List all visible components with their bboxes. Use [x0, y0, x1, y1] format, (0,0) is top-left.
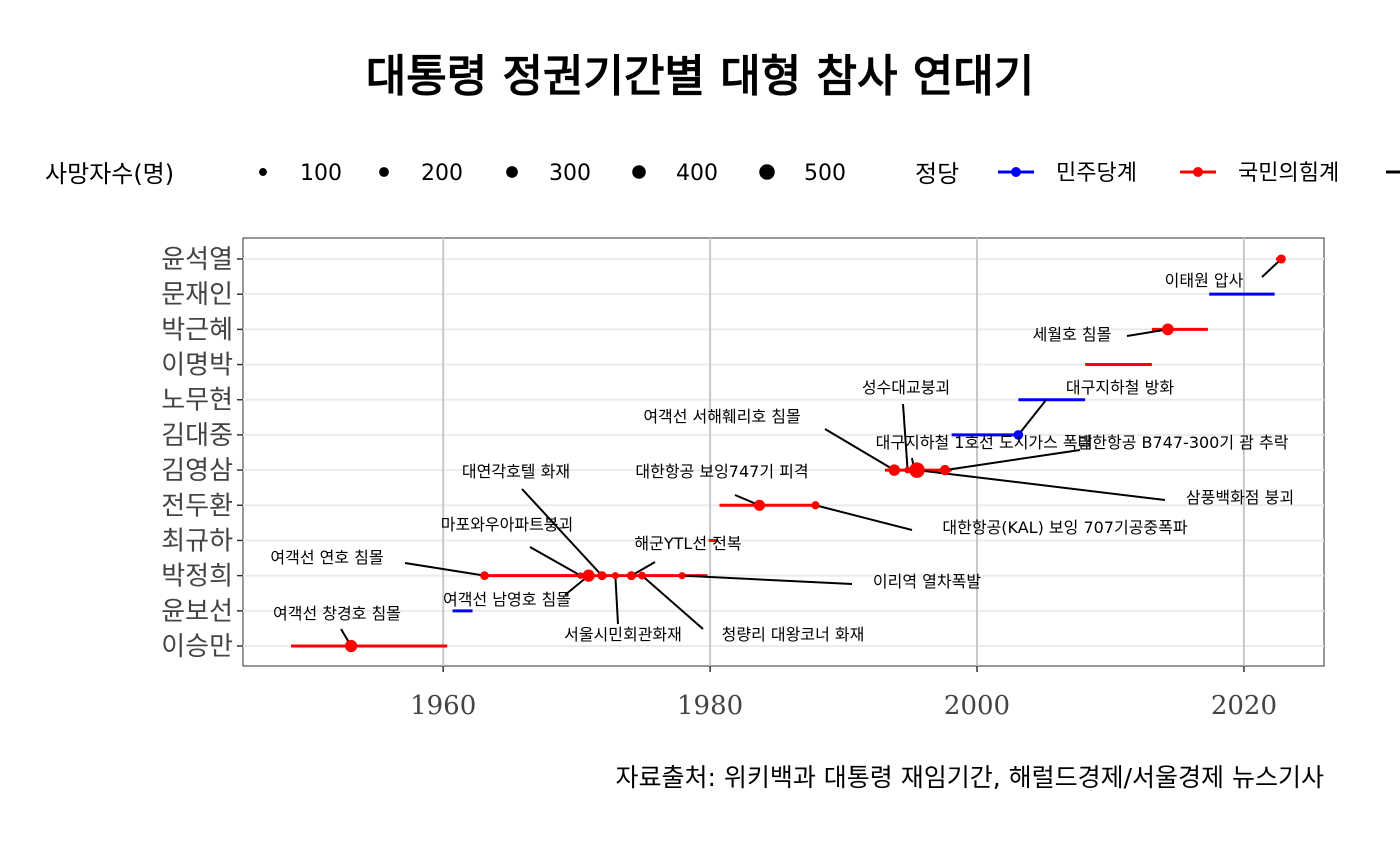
disaster-point — [811, 501, 820, 510]
legend-size-label: 500 — [804, 161, 846, 186]
disaster-point — [909, 462, 925, 478]
disaster-label: 대구지하철 방화 — [1066, 378, 1174, 397]
legend-party-dot — [1193, 167, 1203, 177]
disaster-point — [1013, 430, 1024, 440]
disaster-point — [904, 466, 911, 474]
disaster-label: 청량리 대왕코너 화재 — [722, 625, 865, 644]
disaster-point — [626, 571, 636, 581]
disaster-label: 성수대교붕괴 — [862, 378, 950, 397]
label-connector — [682, 574, 853, 585]
disaster-point — [939, 464, 951, 476]
plot-area: 이승만 윤보선 박정희 최규하 전두환 김영삼 김대중 노무현 이명박 박근혜 문재인 윤석열 1960… — [161, 237, 1325, 721]
disaster-label: 대한항공 보잉747기 피격 — [635, 462, 808, 481]
legend: 사망자수(명) 100 200 300 400 500 정당 민주당계 국민의힘계 — [45, 160, 1400, 188]
label-connector — [521, 488, 603, 577]
x-tick-label: 1980 — [677, 691, 743, 721]
label-connector — [630, 561, 656, 577]
disaster-point — [582, 569, 595, 582]
legend-party-dot — [1011, 167, 1021, 177]
disaster-label: 대한항공 B747-300기 괌 추락 — [1078, 433, 1289, 452]
disaster-point — [1161, 323, 1174, 336]
disaster-label: 대연각호텔 화재 — [462, 462, 570, 481]
label-connector — [944, 449, 1081, 472]
y-tick-label: 김영삼 — [161, 456, 233, 486]
disaster-point — [1276, 254, 1286, 264]
disaster-label: 마포와우아파트붕괴 — [441, 515, 573, 534]
y-tick-label: 문재인 — [161, 280, 233, 310]
label-connector — [815, 504, 913, 531]
label-connector — [902, 403, 909, 471]
y-tick-label: 노무현 — [161, 386, 233, 416]
disaster-point — [678, 572, 686, 580]
legend-size-label: 200 — [421, 161, 463, 186]
y-tick-label: 박정희 — [161, 562, 233, 592]
legend-size-key — [759, 164, 775, 180]
chart-title: 대통령 정권기간별 대형 참사 연대기 — [365, 51, 1035, 102]
disaster-point — [344, 639, 358, 653]
label-connector — [916, 469, 1166, 501]
x-tick-label: 2020 — [1211, 691, 1277, 721]
disaster-point — [480, 571, 489, 580]
disaster-label: 세월호 침몰 — [1033, 325, 1112, 344]
disaster-label: 여객선 연호 침몰 — [270, 548, 383, 567]
label-connector — [529, 546, 582, 577]
y-tick-label: 최규하 — [161, 526, 233, 556]
disaster-point — [597, 571, 607, 581]
legend-party-label: 국민의힘계 — [1238, 161, 1339, 186]
label-connector — [1126, 328, 1169, 337]
label-connector — [614, 575, 619, 625]
legend-party-title: 정당 — [915, 160, 959, 188]
y-tick-label: 김대중 — [161, 421, 233, 451]
legend-size-label: 100 — [300, 161, 342, 186]
plot-panel — [242, 237, 1325, 667]
label-connector — [641, 574, 704, 630]
legend-size-title: 사망자수(명) — [45, 160, 174, 188]
y-tick-label: 윤보선 — [161, 597, 233, 627]
disaster-label: 대구지하철 1호선 도시가스 폭발 — [876, 433, 1093, 452]
legend-size-key — [632, 165, 646, 179]
legend-size-key — [259, 168, 267, 176]
disaster-point — [638, 571, 646, 580]
disaster-label: 여객선 창경호 침몰 — [273, 604, 401, 623]
disaster-point — [611, 572, 619, 580]
legend-size-label: 400 — [676, 161, 718, 186]
disaster-label: 대한항공(KAL) 보잉 707기공중폭파 — [942, 518, 1187, 537]
legend-size-label: 300 — [549, 161, 591, 186]
disaster-label: 해군YTL선 전복 — [634, 534, 741, 553]
label-connector — [824, 428, 895, 471]
disaster-label: 서울시민회관화재 — [564, 625, 682, 644]
y-tick-label: 박근혜 — [161, 315, 233, 345]
label-connector — [1017, 399, 1047, 436]
disaster-label: 이리역 열차폭발 — [873, 572, 981, 591]
legend-party-label: 민주당계 — [1056, 161, 1137, 186]
disaster-point — [888, 464, 901, 476]
source-caption: 자료출처: 위키백과 대통령 재임기간, 해럴드경제/서울경제 뉴스기사 — [615, 763, 1324, 792]
y-tick-label: 이승만 — [161, 632, 233, 662]
legend-size-key — [506, 166, 518, 178]
disaster-point — [577, 572, 584, 579]
y-tick-label: 윤석열 — [161, 245, 233, 275]
disaster-label: 여객선 남영호 침몰 — [443, 590, 571, 609]
label-connector — [404, 562, 485, 577]
legend-size-key — [379, 167, 389, 177]
y-tick-label: 전두환 — [161, 491, 233, 521]
disaster-label: 삼풍백화점 붕괴 — [1186, 488, 1294, 507]
x-tick-label: 2000 — [944, 691, 1010, 721]
x-tick-label: 1960 — [410, 691, 476, 721]
disaster-label: 여객선 서해훼리호 침몰 — [643, 407, 800, 426]
y-tick-label: 이명박 — [161, 351, 233, 381]
disaster-point — [753, 499, 766, 511]
disaster-label: 이태원 압사 — [1165, 271, 1244, 290]
